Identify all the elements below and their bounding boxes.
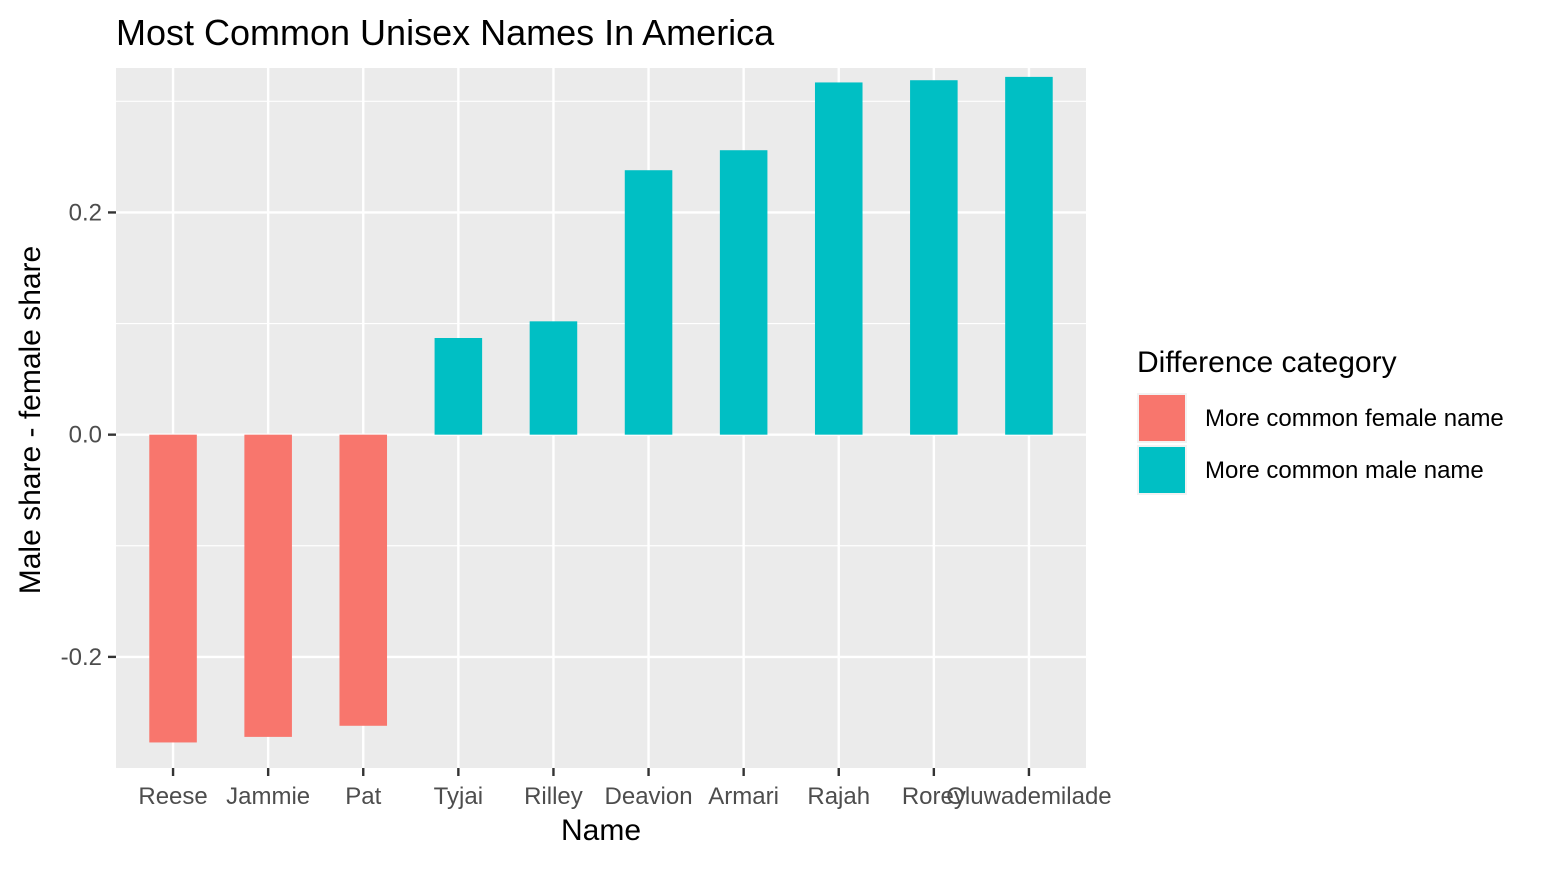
legend-label: More common female name — [1205, 405, 1504, 432]
x-tick-label: Armari — [708, 783, 779, 810]
bar — [149, 434, 197, 743]
x-tick-label: Jammie — [226, 783, 310, 810]
legend-swatch — [1139, 447, 1185, 493]
legend-swatch — [1139, 395, 1185, 441]
legend-label: More common male name — [1205, 457, 1484, 484]
x-tick-label: Rilley — [524, 783, 583, 810]
legend-title: Difference category — [1137, 346, 1397, 379]
x-tick-label: Rajah — [807, 783, 870, 810]
x-axis: Reese Jammie Pat Tyjai Rilley Deavion Armari Ra… — [138, 768, 1112, 810]
bar — [624, 170, 673, 435]
x-tick-label: Rorey — [902, 783, 966, 810]
bars — [149, 76, 1053, 743]
chart-title: Most Common Unisex Names In America — [116, 12, 775, 53]
legend-items: More common female name More common male … — [1137, 393, 1504, 495]
x-tick-label: Pat — [345, 783, 381, 810]
y-axis-title: Male share - female share — [14, 246, 47, 595]
x-tick-label: Oluwademilade — [946, 783, 1111, 810]
bar — [339, 434, 388, 726]
bar — [244, 434, 292, 737]
bar — [529, 321, 578, 435]
bar — [814, 82, 863, 435]
y-tick-label: -0.2 — [61, 644, 102, 671]
x-tick-label: Reese — [138, 783, 207, 810]
legend: Difference category More common female n… — [1137, 346, 1504, 495]
bar — [719, 150, 768, 435]
bar — [1005, 76, 1053, 435]
x-tick-label: Deavion — [605, 783, 693, 810]
bar — [910, 80, 958, 435]
bar — [434, 338, 483, 435]
y-tick-label: 0.0 — [69, 422, 102, 449]
x-axis-title: Name — [561, 814, 641, 847]
y-axis: -0.2 0.0 0.2 — [61, 199, 116, 671]
y-tick-label: 0.2 — [69, 199, 102, 226]
x-tick-label: Tyjai — [434, 783, 483, 810]
